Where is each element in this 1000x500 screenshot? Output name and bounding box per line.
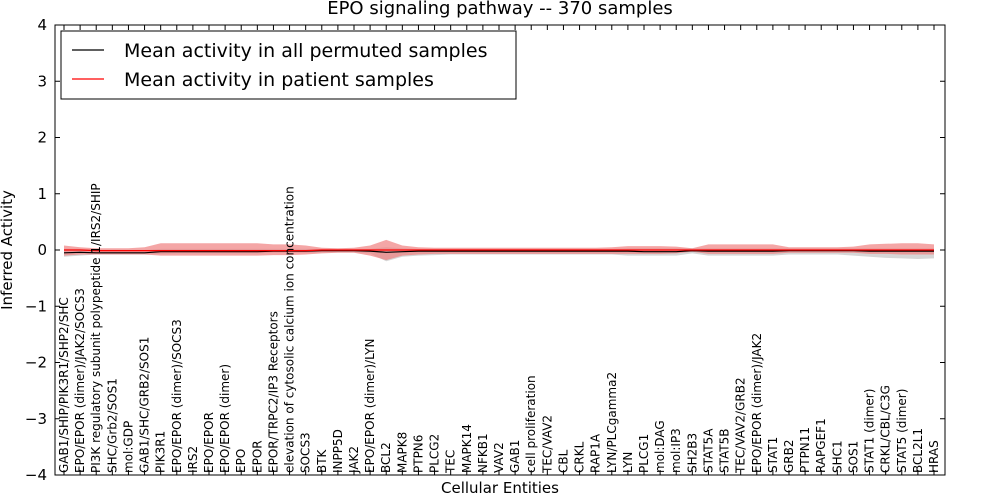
y-tick-label: 3	[37, 72, 47, 90]
entity-label: BCL2L1	[911, 428, 925, 473]
entity-label: EPO/EPOR	[202, 412, 216, 473]
y-tick-label: 4	[37, 16, 47, 34]
entity-label: EPO	[234, 449, 248, 473]
entity-label: RAP1A	[589, 433, 603, 473]
entity-label: STAT1 (dimer)	[863, 389, 877, 473]
entity-label: mol:IP3	[669, 428, 683, 473]
entity-label: TEC	[444, 450, 458, 474]
y-axis: −4 −3 −2 −1 0 1 2 3 4	[25, 16, 945, 484]
entity-label: EPOR	[250, 440, 264, 473]
entity-label: CBL	[556, 449, 570, 473]
entity-label: GAB1	[508, 440, 522, 473]
entity-label: SHC1	[830, 440, 844, 473]
entity-label: GRB2	[782, 439, 796, 473]
y-tick-label: 0	[37, 241, 47, 259]
entity-label: EPO/EPOR (dimer)	[218, 364, 232, 473]
y-tick-label: −3	[25, 410, 47, 428]
entity-label: EPO/EPOR (dimer)/LYN	[363, 339, 377, 473]
entity-label: EPO/EPOR (dimer)/JAK2	[750, 333, 764, 473]
entity-label: EPO/EPOR (dimer)/JAK2/SOCS3	[73, 288, 87, 473]
x-axis: GAB1/SHIP/PIK3R1/SHP2/SHC EPO/EPOR (dimer…	[57, 25, 941, 475]
entity-label: JAK2	[347, 446, 361, 474]
entity-label: STAT1	[766, 437, 780, 473]
entity-label: mol:DAG	[653, 420, 667, 473]
entity-label: SOCS3	[299, 432, 313, 473]
entity-label: LYN	[621, 452, 635, 473]
entity-label: EPOR/TRPC2/IP3 Receptors	[266, 311, 280, 473]
entity-label: BCL2	[379, 442, 393, 473]
legend-box	[60, 30, 517, 100]
entity-label: GAB1/SHIP/PIK3R1/SHP2/SHC	[57, 297, 71, 473]
entity-label: PLCG1	[637, 434, 651, 473]
entity-label: STAT5A	[701, 428, 715, 473]
y-axis-title: Inferred Activity	[0, 190, 16, 310]
legend-label-patient: Mean activity in patient samples	[124, 69, 434, 91]
entity-label: CRKL/CBL/C3G	[879, 385, 893, 473]
y-tick-label: −2	[25, 354, 47, 372]
entity-label: PI3K regulatory subunit polypeptide 1/IR…	[89, 183, 103, 473]
entity-label: MAPK14	[460, 424, 474, 473]
entity-label: VAV2	[492, 442, 506, 473]
entity-label: EPO/EPOR (dimer)/SOCS3	[170, 319, 184, 473]
entity-label: MAPK8	[395, 432, 409, 473]
entity-label: SOS1	[846, 441, 860, 473]
entity-label: INPP5D	[331, 429, 345, 473]
entity-label: BTK	[315, 448, 329, 473]
entity-label: elevation of cytosolic calcium ion conce…	[283, 186, 297, 473]
entity-label: TEC/VAV2/GRB2	[734, 377, 748, 474]
entity-label: SH2B3	[685, 433, 699, 473]
legend-label-permuted: Mean activity in all permuted samples	[124, 40, 487, 62]
entity-label: GAB1/SHC/GRB2/SOS1	[138, 337, 152, 473]
entity-label: LYN/PLCgamma2	[605, 372, 619, 473]
entity-label: cell proliferation	[524, 375, 538, 473]
entity-label: NFKB1	[476, 433, 490, 473]
entity-label: RAPGEF1	[814, 418, 828, 473]
y-tick-label: 2	[37, 129, 47, 147]
entity-label: PIK3R1	[154, 431, 168, 473]
y-tick-label: 1	[37, 185, 47, 203]
x-axis-title: Cellular Entities	[441, 479, 559, 497]
chart-title: EPO signaling pathway -- 370 samples	[327, 0, 673, 19]
series-lines	[63, 249, 934, 254]
entity-label: PTPN6	[411, 435, 425, 473]
entity-label: SHC/Grb2/SOS1	[105, 378, 119, 473]
entity-label: mol:GDP	[121, 421, 135, 473]
entity-label: CRKL	[573, 441, 587, 473]
entity-label: IRS2	[186, 446, 200, 473]
entity-label: HRAS	[927, 440, 941, 473]
entity-label: TEC/VAV2	[540, 415, 554, 474]
legend: Mean activity in all permuted samples Me…	[60, 30, 517, 100]
line-patient	[64, 249, 934, 252]
y-tick-label: −1	[25, 297, 47, 315]
entity-label: STAT5B	[718, 429, 732, 474]
y-tick-label: −4	[25, 466, 47, 484]
entity-label: STAT5 (dimer)	[895, 389, 909, 473]
entity-label: PLCG2	[428, 434, 442, 473]
entity-label: PTPN11	[798, 427, 812, 473]
